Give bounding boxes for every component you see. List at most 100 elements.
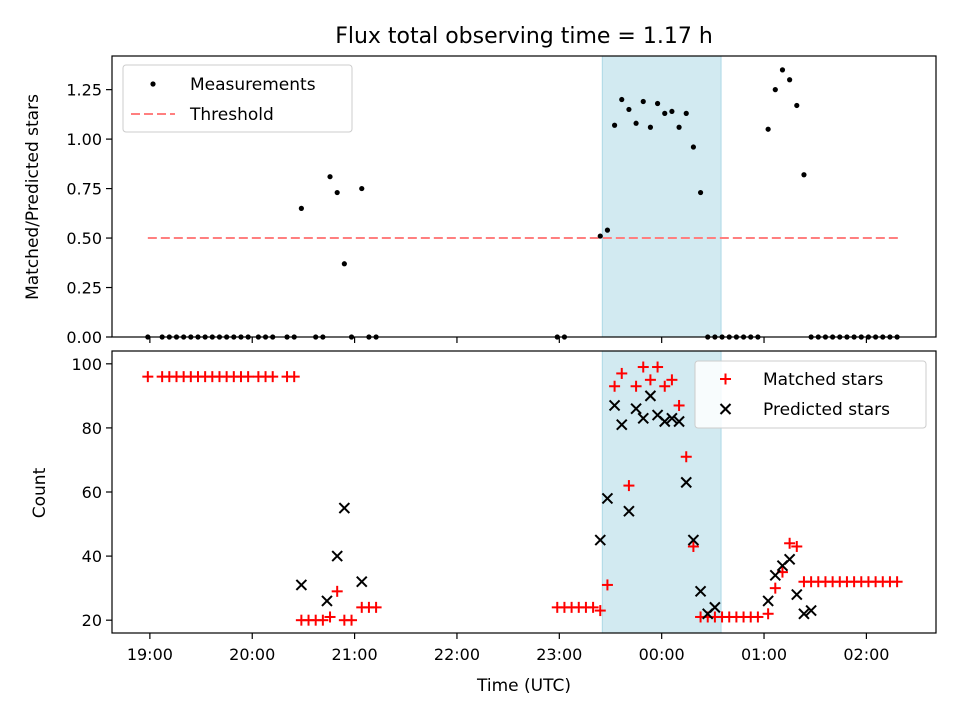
measurement-point <box>334 189 340 196</box>
x-tick-label: 20:00 <box>229 645 275 664</box>
matched-star-marker <box>666 374 678 386</box>
matched-star-marker <box>609 380 621 392</box>
matched-star-marker <box>616 367 628 379</box>
predicted-star-marker <box>769 569 782 582</box>
predicted-star-marker <box>694 585 707 598</box>
predicted-star-marker <box>338 502 351 514</box>
x-tick-label: 23:00 <box>536 645 582 664</box>
x-tick-label: 22:00 <box>434 645 480 664</box>
measurement-point <box>787 77 793 83</box>
matched-star-marker <box>623 480 635 492</box>
measurement-point <box>779 67 786 73</box>
predicted-star-marker <box>709 601 721 614</box>
count-y-tick-label: 60 <box>82 483 102 502</box>
measurement-point <box>697 189 704 196</box>
measurement-point <box>654 100 661 107</box>
count-y-ticks: 20 40 60 80 100 <box>71 355 112 630</box>
predicted-star-marker <box>356 576 368 588</box>
matched-star-marker <box>673 399 685 411</box>
ratio-panel: 0.00 0.25 0.50 0.75 1.00 1.25 Matched/Predict… <box>23 55 937 347</box>
measurement-point <box>794 102 800 109</box>
legend-label-measurements: Measurements <box>190 75 316 95</box>
measurement-point <box>640 98 646 105</box>
count-x-ticks: 19:00 20:00 21:00 22:00 23:00 00:00 01:00 02:00 <box>127 633 889 664</box>
predicted-star-marker <box>295 579 308 591</box>
measurement-point <box>647 124 654 130</box>
measurement-point <box>619 96 625 103</box>
x-tick-label: 00:00 <box>639 645 685 664</box>
matched-star-marker <box>791 540 803 552</box>
matched-star-marker <box>142 371 154 383</box>
count-legend: Matched stars Predicted stars <box>694 360 927 429</box>
matched-star-marker <box>630 380 642 392</box>
matched-star-marker <box>601 579 613 591</box>
predicted-star-marker <box>798 608 810 620</box>
matched-star-marker <box>752 611 764 623</box>
chart-title: Flux total observing time = 1.17 h <box>335 24 713 49</box>
legend-label-predicted: Predicted stars <box>763 400 890 420</box>
matched-star-marker <box>637 361 649 373</box>
measurement-point <box>604 227 611 233</box>
predicted-star-marker <box>762 595 774 607</box>
predicted-star-marker <box>637 412 649 425</box>
predicted-star-marker <box>659 415 671 428</box>
measurement-point <box>341 261 347 267</box>
predicted-star-marker <box>680 476 692 489</box>
matched-star-marker <box>346 614 358 626</box>
matched-star-marker <box>324 611 336 623</box>
legend-x-marker <box>719 403 732 415</box>
ratio-y-tick-label: 0.25 <box>66 279 102 298</box>
measurement-point <box>611 122 618 128</box>
matched-star-marker <box>370 601 382 613</box>
predicted-star-marker <box>783 553 796 566</box>
measurement-point <box>676 124 682 130</box>
ratio-legend: Measurements Threshold <box>122 64 353 133</box>
measurement-point <box>626 106 632 113</box>
measurement-point <box>633 120 639 126</box>
matched-star-marker <box>242 371 254 383</box>
measurement-point <box>359 185 365 192</box>
ratio-y-tick-label: 0.00 <box>66 328 102 347</box>
predicted-star-marker <box>594 534 606 546</box>
predicted-star-marker <box>608 399 621 412</box>
legend-box <box>122 64 353 133</box>
ratio-y-ticks: 0.00 0.25 0.50 0.75 1.00 1.25 <box>66 81 112 347</box>
x-axis-label: Time (UTC) <box>476 676 571 696</box>
legend-label-threshold: Threshold <box>189 105 274 125</box>
count-y-axis-label: Count <box>30 467 50 518</box>
predicted-star-marker <box>673 415 685 428</box>
predicted-star-marker <box>321 595 333 607</box>
matched-star-marker <box>680 451 692 463</box>
measurement-point <box>801 172 807 178</box>
predicted-star-marker <box>630 402 642 415</box>
observing-span <box>601 55 722 338</box>
measurement-point <box>690 144 697 150</box>
highlight-span <box>601 55 722 338</box>
count-y-tick-label: 100 <box>71 355 102 374</box>
matched-star-marker <box>891 576 903 588</box>
matched-star-marker <box>644 374 656 386</box>
predicted-star-marker <box>644 390 657 402</box>
matched-star-marker <box>784 537 796 549</box>
matched-star-marker <box>769 582 781 594</box>
legend-box <box>694 360 927 429</box>
matched-star-marker <box>594 605 606 617</box>
predicted-star-marker <box>687 534 700 546</box>
predicted-star-marker <box>623 505 635 517</box>
matched-star-marker <box>762 608 774 620</box>
measurement-point <box>765 126 771 132</box>
count-y-tick-label: 80 <box>82 419 102 438</box>
predicted-star-marker <box>331 550 343 562</box>
count-points <box>142 361 903 626</box>
measurement-point <box>662 110 668 116</box>
predicted-star-marker <box>791 588 803 601</box>
predicted-star-marker <box>805 604 817 617</box>
matched-star-marker <box>687 540 699 552</box>
matched-star-marker <box>288 371 300 383</box>
measurement-point <box>772 87 778 93</box>
x-tick-label: 02:00 <box>843 645 889 664</box>
ratio-y-tick-label: 1.25 <box>66 81 102 100</box>
predicted-star-marker <box>616 418 628 431</box>
matched-star-marker <box>587 601 599 613</box>
